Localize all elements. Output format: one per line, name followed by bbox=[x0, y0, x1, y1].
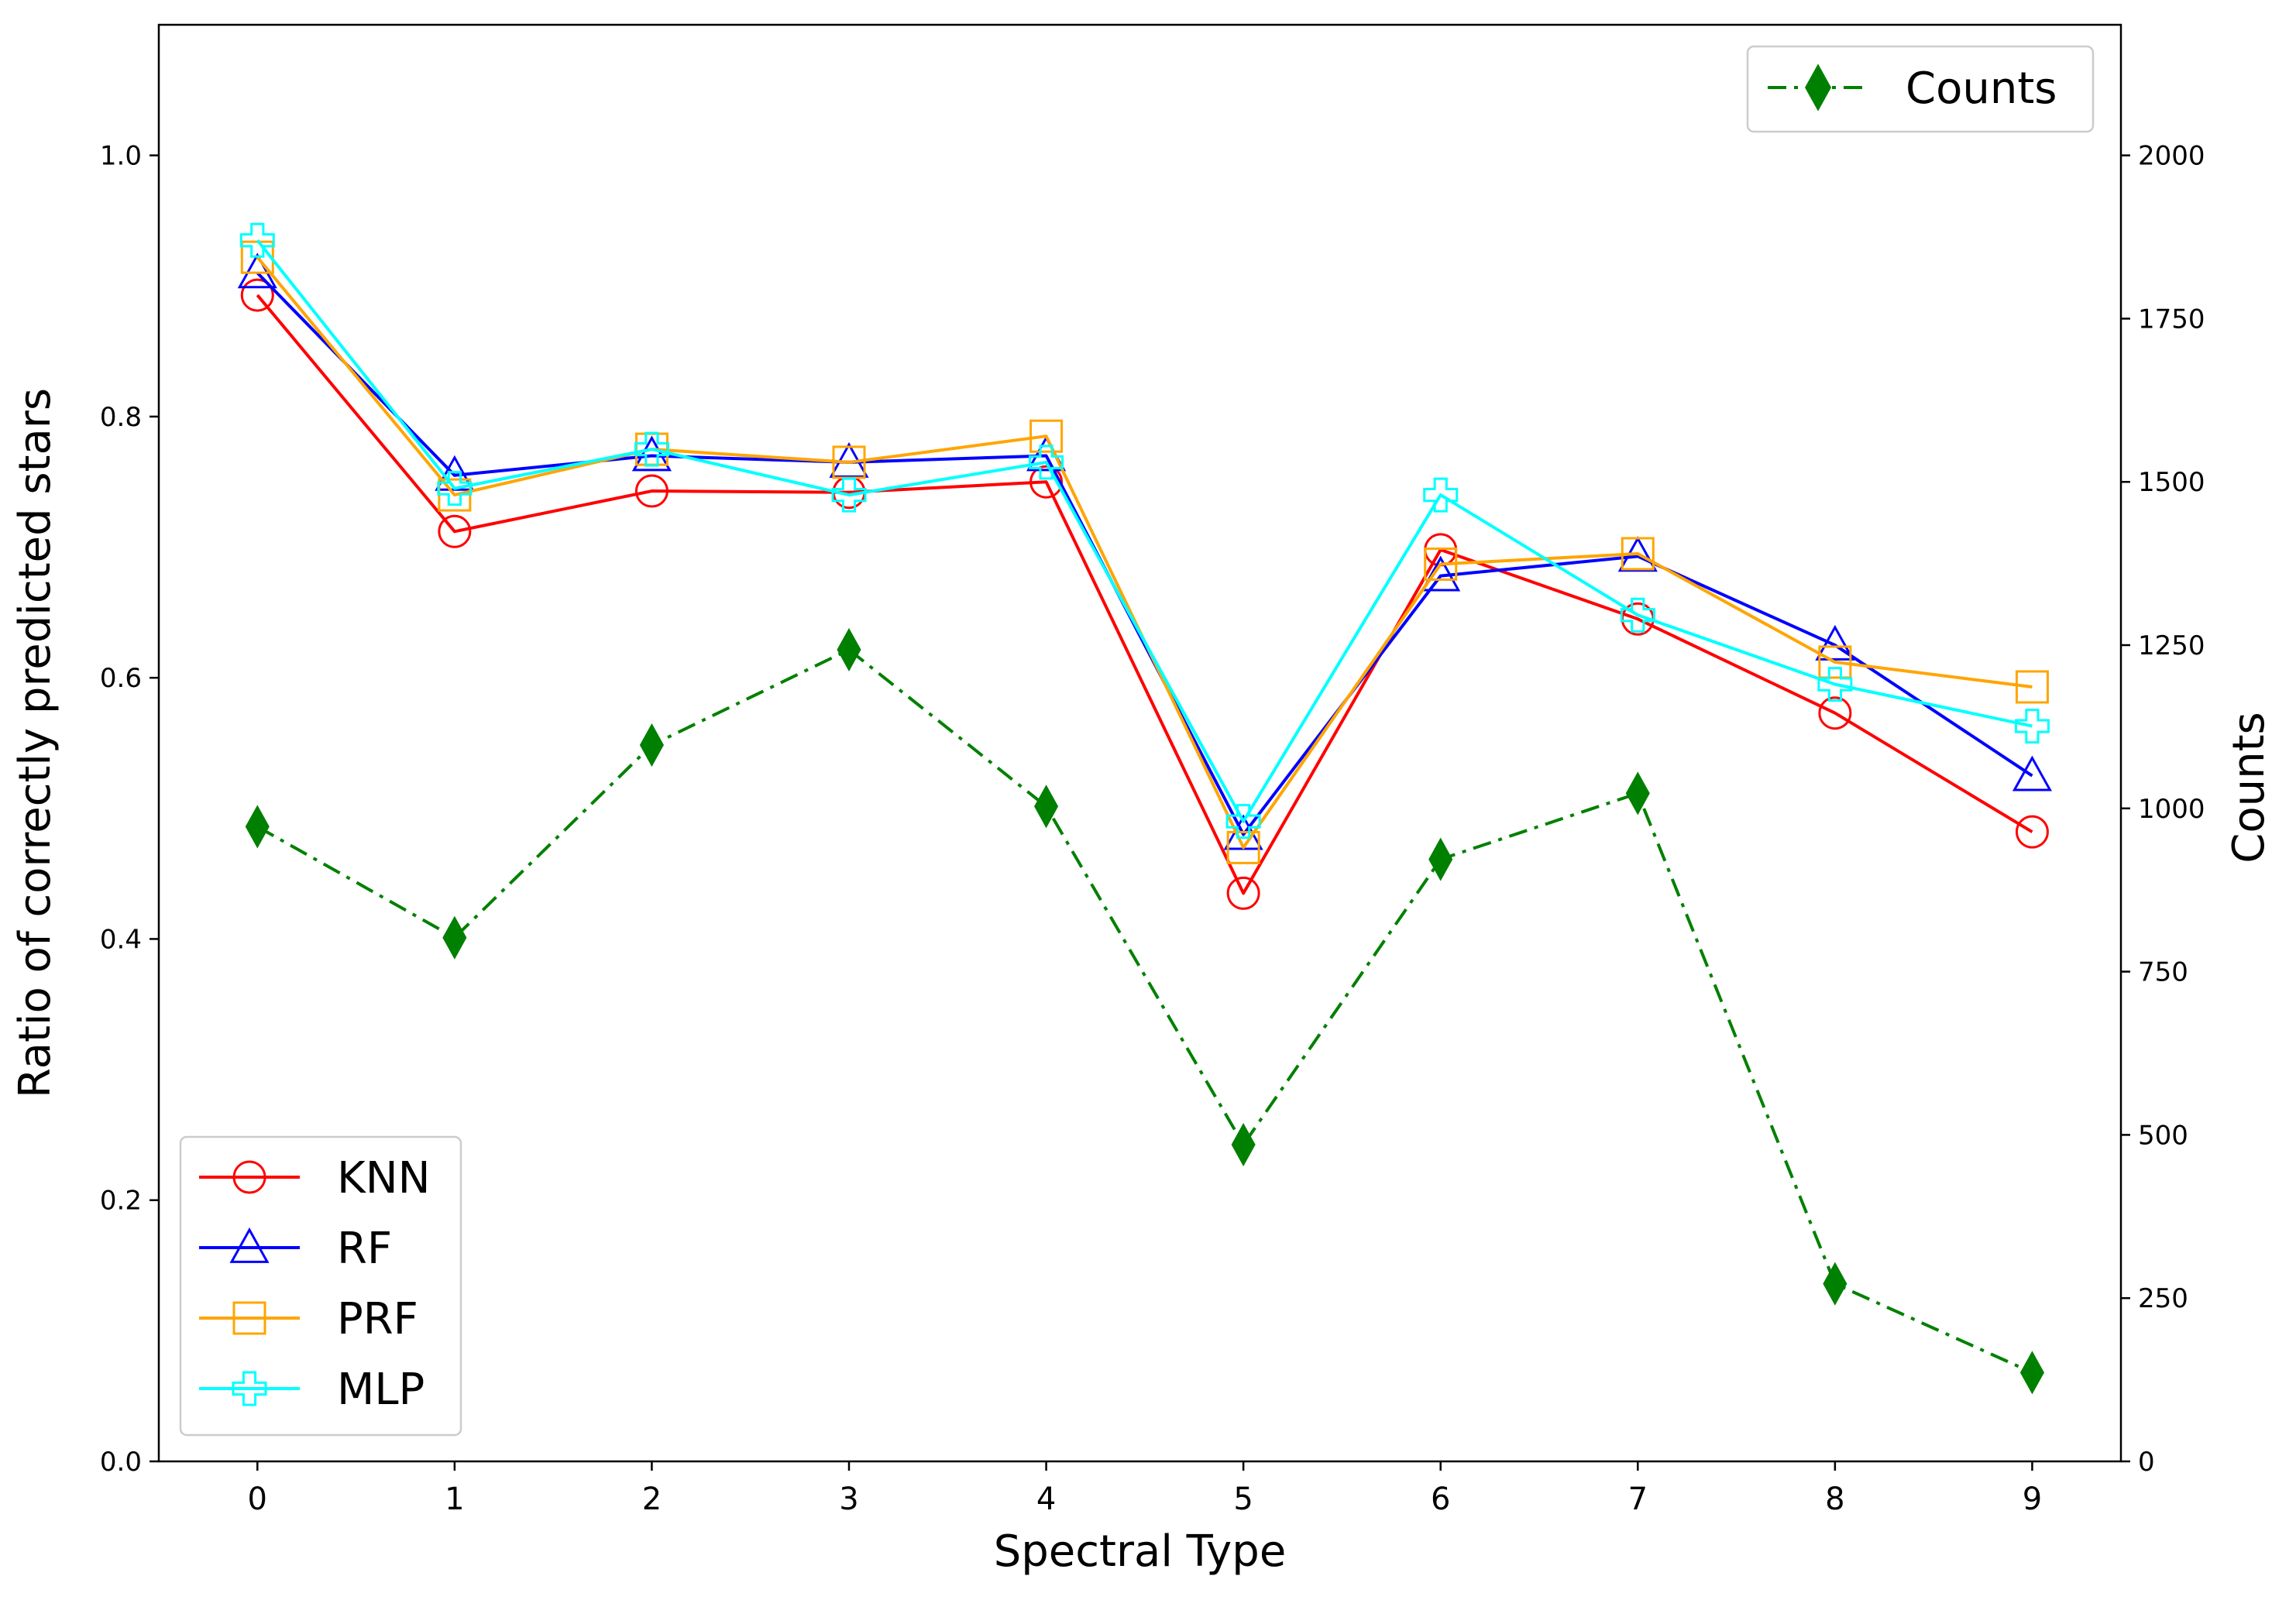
data-point-mlp bbox=[239, 222, 275, 258]
data-point-rf bbox=[1421, 555, 1461, 592]
data-point-counts bbox=[2019, 1351, 2044, 1395]
y2-tick-label: 1000 bbox=[2138, 794, 2205, 825]
data-point-mlp bbox=[437, 471, 473, 506]
legend-label-prf: PRF bbox=[337, 1294, 418, 1344]
x-tick-label: 9 bbox=[2023, 1482, 2042, 1517]
x-tick-label: 6 bbox=[1431, 1482, 1450, 1517]
data-point-knn bbox=[634, 474, 669, 508]
data-point-counts bbox=[1034, 785, 1059, 829]
y-tick-label: 0.6 bbox=[100, 663, 142, 694]
series-line-knn bbox=[256, 294, 2033, 895]
data-point-prf bbox=[1029, 419, 1064, 453]
legend-marker-knn bbox=[232, 1160, 266, 1194]
data-point-prf bbox=[1226, 830, 1260, 864]
x-tick-label: 5 bbox=[1233, 1482, 1253, 1517]
y2-tick-label: 2000 bbox=[2138, 141, 2205, 172]
data-point-rf bbox=[237, 252, 277, 289]
y2-tick-label: 0 bbox=[2138, 1447, 2155, 1478]
y-axis-label: Ratio of correctly predicted stars bbox=[10, 388, 60, 1098]
data-point-mlp bbox=[1225, 804, 1261, 839]
data-point-mlp bbox=[1620, 597, 1655, 633]
data-point-rf bbox=[1815, 624, 1855, 661]
legend-marker-mlp bbox=[232, 1371, 267, 1406]
data-point-prf bbox=[1621, 537, 1655, 571]
y2-tick-label: 500 bbox=[2138, 1120, 2188, 1151]
data-point-mlp bbox=[1423, 477, 1459, 513]
x-axis-label: Spectral Type bbox=[994, 1526, 1287, 1577]
data-point-prf bbox=[1818, 645, 1852, 679]
data-point-knn bbox=[2015, 815, 2049, 849]
legend-models: KNN RF PRF MLP bbox=[179, 1135, 462, 1437]
legend-label-knn: KNN bbox=[337, 1153, 431, 1203]
legend-label-rf: RF bbox=[337, 1224, 392, 1274]
data-point-counts bbox=[1428, 837, 1453, 881]
legend-counts: Counts bbox=[1746, 45, 2095, 133]
legend-label-counts: Counts bbox=[1906, 64, 2057, 114]
x-tick-label: 7 bbox=[1628, 1482, 1648, 1517]
series-layer bbox=[237, 222, 2052, 1395]
data-point-mlp bbox=[634, 431, 669, 467]
x-tick-label: 0 bbox=[248, 1482, 267, 1517]
data-point-counts bbox=[442, 915, 467, 960]
y2-tick-label: 1750 bbox=[2138, 304, 2205, 335]
data-point-rf bbox=[2012, 755, 2052, 791]
data-point-counts bbox=[245, 805, 270, 849]
data-point-mlp bbox=[2014, 709, 2050, 744]
legend-marker-prf bbox=[232, 1301, 266, 1335]
legend-marker-rf bbox=[229, 1227, 270, 1263]
series-counts bbox=[245, 627, 2044, 1395]
y-tick-label: 0.8 bbox=[100, 402, 142, 433]
legend-marker-counts bbox=[1805, 64, 1831, 112]
series-mlp bbox=[239, 222, 2050, 839]
y-tick-label: 0.2 bbox=[100, 1186, 142, 1217]
legend-box bbox=[179, 1135, 462, 1437]
y-axis-ticks: 0.0 0.2 0.4 0.6 0.8 1.0 bbox=[100, 141, 159, 1478]
data-point-knn bbox=[1226, 876, 1260, 910]
x-tick-label: 3 bbox=[839, 1482, 858, 1517]
y2-axis-ticks: 0 250 500 750 1000 1250 1500 1750 2000 bbox=[2121, 141, 2205, 1478]
data-point-counts bbox=[837, 627, 861, 671]
x-tick-label: 1 bbox=[445, 1482, 464, 1517]
data-point-counts bbox=[1823, 1262, 1847, 1306]
x-axis-ticks: 0 1 2 3 4 5 6 7 8 9 bbox=[248, 1461, 2042, 1517]
y2-axis-label: Counts bbox=[2224, 712, 2274, 863]
y2-tick-label: 750 bbox=[2138, 957, 2188, 988]
y-tick-label: 1.0 bbox=[100, 141, 142, 172]
series-line-counts bbox=[256, 647, 2033, 1375]
data-point-knn bbox=[1029, 465, 1064, 499]
data-point-mlp bbox=[1029, 445, 1064, 480]
data-point-prf bbox=[1424, 547, 1458, 581]
series-line-mlp bbox=[256, 239, 2033, 823]
y2-tick-label: 1500 bbox=[2138, 467, 2205, 498]
legend-label-mlp: MLP bbox=[337, 1365, 424, 1415]
data-point-counts bbox=[639, 723, 664, 767]
legend-box bbox=[1746, 45, 2095, 133]
y2-tick-label: 1250 bbox=[2138, 630, 2205, 661]
plot-frame bbox=[157, 23, 2122, 1463]
data-point-knn bbox=[438, 514, 472, 548]
data-point-prf bbox=[2015, 670, 2049, 704]
data-point-knn bbox=[1818, 696, 1852, 730]
x-tick-label: 2 bbox=[642, 1482, 662, 1517]
data-point-counts bbox=[1625, 771, 1650, 815]
data-point-knn bbox=[240, 278, 274, 312]
x-tick-label: 4 bbox=[1036, 1482, 1056, 1517]
y-tick-label: 0.0 bbox=[100, 1447, 142, 1478]
data-point-mlp bbox=[831, 477, 867, 513]
data-point-counts bbox=[1231, 1122, 1256, 1167]
x-tick-label: 8 bbox=[1825, 1482, 1844, 1517]
y-tick-label: 0.4 bbox=[100, 924, 142, 955]
y2-tick-label: 250 bbox=[2138, 1283, 2188, 1314]
data-point-mlp bbox=[1817, 667, 1853, 702]
